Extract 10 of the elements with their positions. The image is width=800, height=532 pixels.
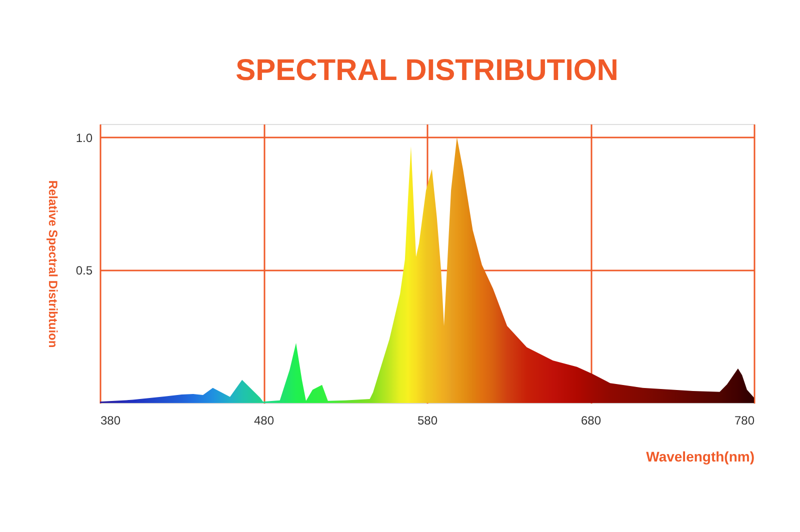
x-tick-label: 480 <box>254 414 274 428</box>
y-tick-label: 0.5 <box>76 264 93 278</box>
x-tick-label: 780 <box>734 414 755 428</box>
x-tick-label: 380 <box>100 414 121 428</box>
x-tick-label: 680 <box>580 414 602 428</box>
chart-title: SPECTRAL DISTRIBUTION <box>236 54 618 87</box>
x-tick-label: 580 <box>417 414 438 428</box>
x-axis-title: Wavelength(nm) <box>646 448 754 464</box>
y-axis-title: Relative Spectral Distribtuion <box>46 180 60 348</box>
y-tick-label: 1.0 <box>76 130 93 145</box>
